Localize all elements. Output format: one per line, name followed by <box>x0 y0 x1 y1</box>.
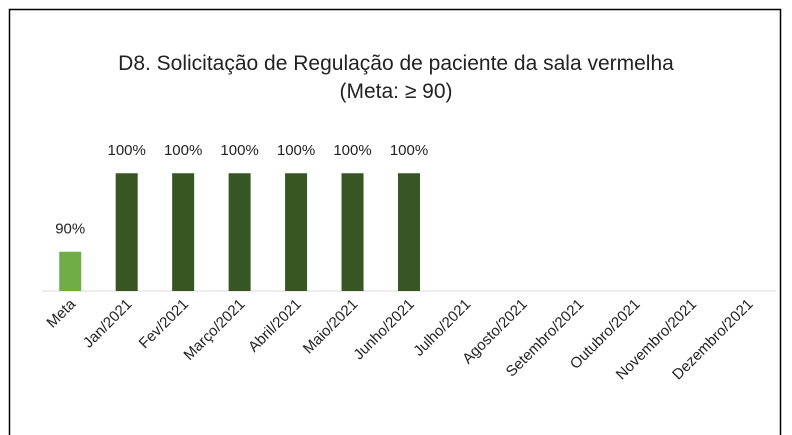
data-label: 100% <box>333 142 371 159</box>
data-label: 100% <box>220 142 258 159</box>
x-tick-label: Jan/2021 <box>80 296 136 352</box>
bar <box>115 173 138 291</box>
bar <box>285 173 308 291</box>
x-tick-label: Fev/2021 <box>136 296 192 352</box>
x-tick-label: Abril/2021 <box>245 296 305 356</box>
bar <box>172 173 195 291</box>
x-tick-label: Meta <box>43 295 79 331</box>
data-label: 100% <box>390 142 428 159</box>
data-label: 90% <box>55 221 85 238</box>
chart-title: D8. Solicitação de Regulação de paciente… <box>118 52 674 103</box>
data-label: 100% <box>277 142 315 159</box>
bar <box>341 173 364 291</box>
chart-border <box>8 8 782 435</box>
x-tick-label: Março/2021 <box>180 296 248 364</box>
data-label: 100% <box>164 142 202 159</box>
data-label: 100% <box>108 142 146 159</box>
x-tick-label: Junho/2021 <box>350 296 417 363</box>
bar <box>59 251 82 291</box>
bar <box>398 173 420 291</box>
bar <box>228 173 251 291</box>
